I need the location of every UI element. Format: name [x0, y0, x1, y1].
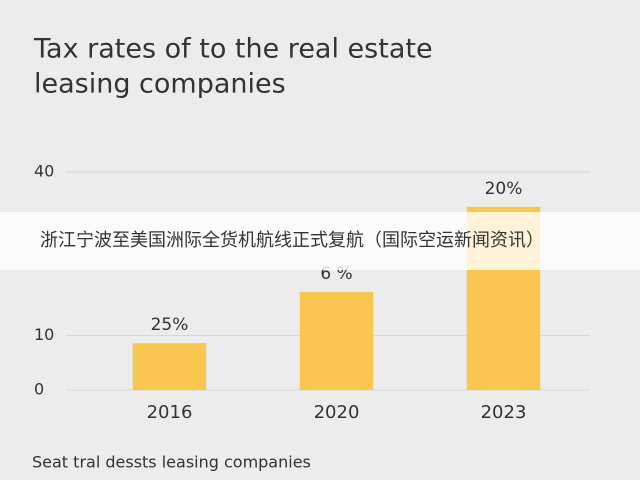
y-tick-label: 0 — [34, 380, 44, 399]
x-tick-label: 2016 — [147, 402, 193, 423]
bar — [132, 343, 207, 390]
chart-title: leasing companies — [34, 69, 286, 100]
overlay-banner: 浙江宁波至美国洲际全货机航线正式复航（国际空运新闻资讯） — [40, 230, 544, 251]
bar — [299, 291, 374, 390]
bar-annotation: 25% — [151, 315, 189, 335]
chart-title: Tax rates of to the real estate — [33, 34, 433, 65]
x-tick-label: 2023 — [481, 402, 527, 423]
y-tick-label: 40 — [34, 162, 54, 181]
y-tick-label: 10 — [34, 325, 54, 344]
footer-label: Seat tral dessts leasing companies — [32, 453, 311, 472]
bar-annotation: 20% — [485, 179, 523, 199]
x-tick-label: 2020 — [314, 402, 360, 423]
overlay-band — [0, 212, 640, 270]
